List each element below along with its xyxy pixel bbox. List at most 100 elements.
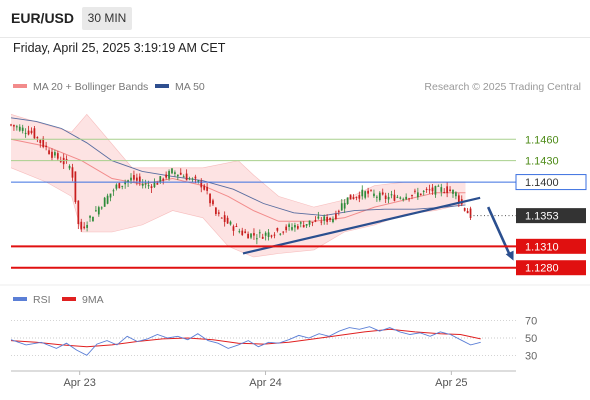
candle-body — [258, 232, 261, 234]
candle-body — [455, 192, 457, 197]
candle-body — [162, 178, 165, 181]
candle-body — [121, 185, 124, 187]
candle-body — [65, 159, 68, 161]
candle-body — [33, 128, 36, 139]
candle-body — [299, 222, 302, 224]
candle-body — [80, 221, 83, 230]
forecast-arrow-head — [505, 250, 514, 261]
candle-body — [112, 190, 115, 192]
candle-body — [291, 227, 293, 230]
candle-body — [168, 171, 170, 179]
level-label-1.1460: 1.1460 — [525, 134, 559, 146]
ma20-line — [10, 138, 466, 222]
candle-body — [381, 192, 384, 195]
candle-body — [127, 180, 129, 183]
rsi-plot: 70 50 30 — [10, 316, 537, 362]
candle-body — [48, 150, 50, 155]
candle-body — [457, 195, 460, 203]
candle-body — [153, 181, 156, 188]
level-label-1.1430: 1.1430 — [525, 156, 559, 168]
candle-body — [443, 192, 446, 194]
candle-body — [294, 225, 296, 228]
trend-line — [242, 196, 481, 255]
candle-body — [431, 187, 434, 192]
candle-body — [370, 190, 372, 192]
candle-body — [437, 185, 440, 187]
candle-body — [463, 208, 466, 211]
candle-body — [68, 165, 71, 169]
x-axis: Apr 23 Apr 24 Apr 25 — [63, 371, 468, 389]
candle-body — [217, 212, 220, 214]
candle-body — [469, 208, 472, 218]
candle-body — [452, 189, 454, 194]
candle-body — [203, 185, 206, 190]
candle-body — [446, 186, 449, 194]
candle-body — [390, 194, 393, 196]
candle-body — [36, 136, 39, 139]
candle-body — [414, 190, 416, 192]
candle-body — [92, 216, 94, 222]
copyright-text: Research © 2025 Trading Central — [424, 81, 581, 93]
x-tick-label-Apr-24: Apr 24 — [249, 377, 281, 389]
timeframe-button[interactable]: 30 MIN — [82, 7, 132, 30]
candle-body — [408, 198, 410, 200]
candle-body — [103, 197, 106, 207]
candle-body — [314, 219, 317, 222]
candles — [10, 123, 472, 245]
candle-body — [171, 168, 173, 174]
candle-body — [422, 190, 425, 192]
candle-body — [185, 173, 188, 181]
candle-body — [238, 231, 241, 233]
candle-body — [220, 217, 223, 219]
candle-body — [27, 130, 30, 135]
chart-header: EUR/USD 30 MIN — [0, 0, 590, 38]
candle-body — [305, 224, 308, 226]
candle-body — [332, 219, 334, 223]
candle-body — [212, 200, 214, 205]
candle-body — [124, 182, 127, 185]
candle-body — [466, 210, 469, 214]
candle-body — [21, 127, 24, 132]
candle-body — [355, 196, 358, 198]
rsi-line — [10, 326, 481, 356]
candle-body — [109, 193, 112, 198]
candle-body — [13, 124, 15, 127]
candle-body — [106, 195, 109, 204]
candle-body — [361, 189, 364, 197]
legend-label-9ma: 9MA — [82, 294, 104, 306]
candle-body — [428, 189, 431, 191]
candle-body — [115, 184, 118, 189]
legend-swatch-9ma — [62, 297, 76, 301]
level-box-1.1280 — [516, 260, 586, 276]
candle-body — [405, 196, 408, 200]
candle-body — [71, 167, 74, 178]
candle-body — [141, 183, 144, 186]
candle-body — [329, 217, 331, 220]
bollinger-band-fill — [11, 114, 466, 257]
forecast-arrow-shaft — [486, 206, 512, 258]
candle-body — [302, 224, 305, 228]
candle-body — [373, 193, 375, 197]
candle-body — [282, 231, 285, 233]
legend-label-bollinger: MA 20 + Bollinger Bands — [33, 81, 148, 93]
candle-body — [364, 191, 367, 198]
candle-body — [95, 210, 97, 212]
candle-body — [182, 176, 185, 178]
candle-body — [308, 220, 311, 225]
level-box-1.1400 — [515, 174, 587, 191]
candle-body — [179, 172, 182, 175]
legend-swatch-rsi — [13, 297, 27, 301]
candle-body — [200, 181, 203, 188]
rsi-tick-label-50: 50 — [525, 333, 537, 345]
candle-body — [270, 235, 273, 237]
candle-body — [144, 183, 147, 185]
candle-body — [320, 221, 323, 223]
candle-body — [89, 216, 91, 218]
candle-body — [416, 192, 419, 198]
legend-swatch-ma50 — [155, 84, 169, 88]
candle-body — [215, 207, 217, 214]
candle-body — [276, 228, 279, 231]
candle-body — [326, 216, 328, 222]
symbol-title: EUR/USD — [11, 10, 75, 26]
